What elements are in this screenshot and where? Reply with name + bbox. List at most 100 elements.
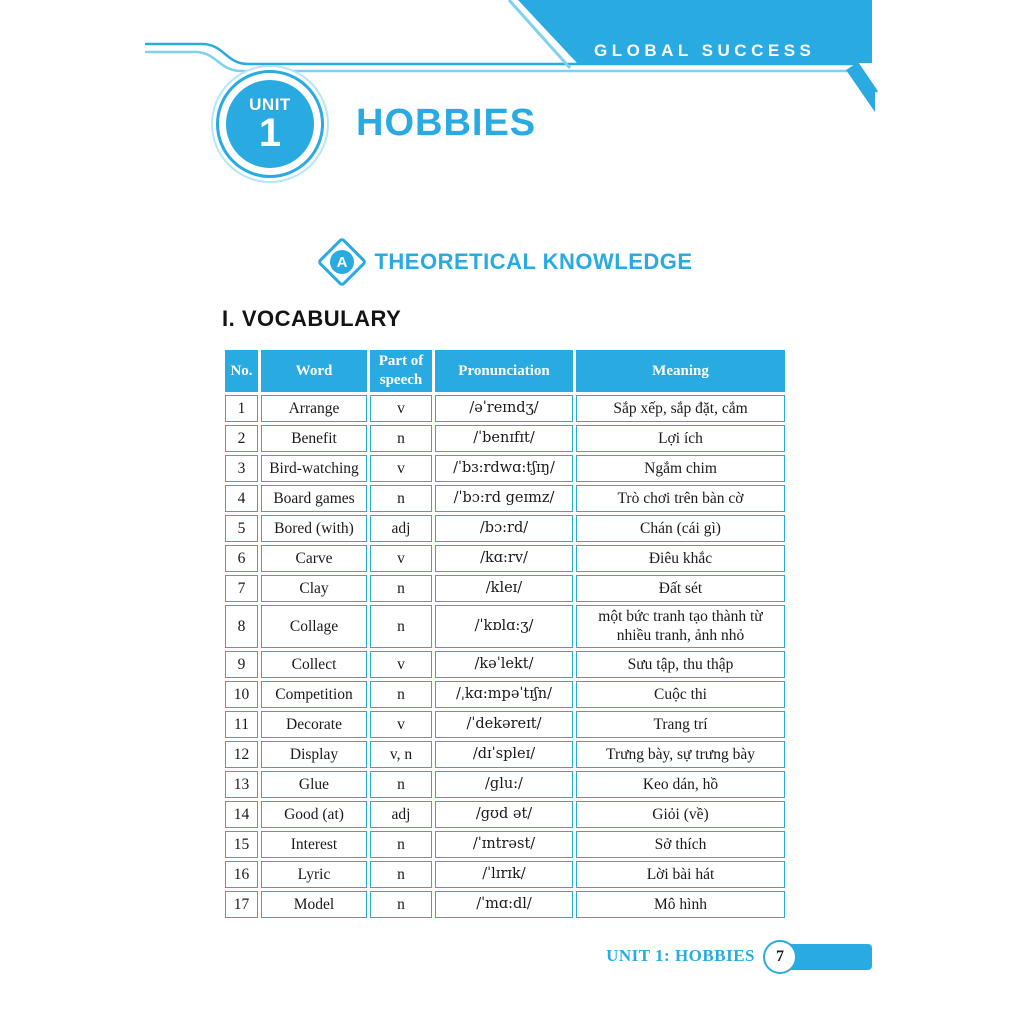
cell-meaning: Mô hình [576,890,785,918]
table-row: 11 Decorate v/ˈdekəreɪt/Trang trí [225,710,785,738]
cell-no: 6 [225,545,258,572]
cell-word: Arrange [261,395,367,422]
cell-meaning: Sắp xếp, sắp đặt, cắm [576,395,785,422]
table-row: 7 Clay n/kleɪ/Đất sét [225,575,785,602]
cell-meaning: Lợi ích [576,425,785,452]
cell-pron: /dɪˈspleɪ/ [435,740,573,768]
cell-pos: v [370,710,432,738]
cell-meaning: Cuộc thi [576,680,785,708]
page-title: HOBBIES [356,102,537,144]
cell-meaning: một bức tranh tạo thành từ nhiều tranh, … [576,605,785,648]
cell-pron: /gʊd ət/ [435,800,573,828]
diamond-a-icon: A [316,236,368,288]
table-row: 2 Benefit n/ˈbenɪfɪt/Lợi ích [225,425,785,452]
cell-pron: /kɑ:rv/ [435,545,573,572]
cell-no: 17 [225,890,258,918]
cell-pron: /ˈbenɪfɪt/ [435,425,573,452]
vocabulary-heading: I. VOCABULARY [222,306,402,331]
cell-meaning: Giỏi (về) [576,800,785,828]
cell-word: Lyric [261,860,367,888]
cell-word: Collect [261,650,367,678]
table-row: 4 Board games n/ˈbɔ:rd geɪmz/Trò chơi trên… [225,485,785,512]
cell-pron: /ˈbɔ:rd geɪmz/ [435,485,573,512]
section-badge-letter: A [330,250,355,274]
curve-line-light [145,50,874,103]
cell-pos: n [370,830,432,858]
section-header: A THEORETICAL KNOWLEDGE [0,236,1017,288]
vocabulary-table: No. Word Part of speech Pronunciation Meanin… [222,347,788,921]
unit-label: UNIT [249,95,291,114]
cell-pos: n [370,860,432,888]
cell-pron: /ˌkɑ:mpəˈtɪʃn/ [435,680,573,708]
cell-no: 11 [225,710,258,738]
cell-no: 8 [225,605,258,648]
cell-pos: n [370,890,432,918]
table-row: 14 Good (at) adj/gʊd ət/Giỏi (về) [225,800,785,828]
cell-pos: v, n [370,740,432,768]
banner-stripe-left [507,0,572,70]
cell-pos: n [370,485,432,512]
table-row: 16 Lyric n/ˈlɪrɪk/Lời bài hát [225,860,785,888]
table-row: 13 Glue n/glu:/Keo dán, hồ [225,770,785,798]
cell-no: 16 [225,860,258,888]
cell-pos: adj [370,515,432,542]
cell-word: Board games [261,485,367,512]
cell-word: Competition [261,680,367,708]
curve-line-dark [145,42,879,93]
footer-unit-label: UNIT 1: HOBBIES [606,946,755,965]
cell-pron: /glu:/ [435,770,573,798]
table-row: 6 Carve v/kɑ:rv/Điêu khắc [225,545,785,572]
cell-meaning: Trưng bày, sự trưng bày [576,740,785,768]
banner-tail [846,63,875,112]
cell-pron: /əˈreɪndʒ/ [435,395,573,422]
cell-no: 5 [225,515,258,542]
cell-meaning: Trang trí [576,710,785,738]
banner-block [518,0,872,63]
cell-word: Good (at) [261,800,367,828]
cell-pron: /ˈlɪrɪk/ [435,860,573,888]
cell-no: 10 [225,680,258,708]
cell-pos: n [370,605,432,648]
table-row: 12 Display v, n/dɪˈspleɪ/Trưng bày, sự trư… [225,740,785,768]
cell-pron: /kleɪ/ [435,575,573,602]
column-header-2: Part of speech [370,350,432,392]
cell-pron: /ˈdekəreɪt/ [435,710,573,738]
unit-number: 1 [258,111,282,155]
table-row: 1 Arrange v/əˈreɪndʒ/Sắp xếp, sắp đặt, cắm [225,395,785,422]
cell-meaning: Sưu tập, thu thập [576,650,785,678]
cell-pos: v [370,545,432,572]
cell-meaning: Ngắm chim [576,455,785,482]
cell-word: Carve [261,545,367,572]
cell-no: 14 [225,800,258,828]
cell-pos: v [370,395,432,422]
cell-pron: /bɔ:rd/ [435,515,573,542]
table-row: 17 Model n/ˈmɑ:dl/Mô hình [225,890,785,918]
cell-no: 7 [225,575,258,602]
table-row: 10 Competition n/ˌkɑ:mpəˈtɪʃn/Cuộc thi [225,680,785,708]
cell-pos: n [370,575,432,602]
cell-pron: /ˈbɜ:rdwɑ:tʃɪŋ/ [435,455,573,482]
cell-no: 12 [225,740,258,768]
table-row: 15 Interest n/ˈɪntrəst/Sở thích [225,830,785,858]
cell-word: Glue [261,770,367,798]
cell-word: Display [261,740,367,768]
cell-meaning: Sở thích [576,830,785,858]
column-header-1: Word [261,350,367,392]
cell-meaning: Trò chơi trên bàn cờ [576,485,785,512]
cell-meaning: Lời bài hát [576,860,785,888]
cell-meaning: Chán (cái gì) [576,515,785,542]
table-header-row: No. Word Part of speech Pronunciation Meanin… [225,350,785,392]
column-header-4: Meaning [576,350,785,392]
cell-pos: v [370,650,432,678]
column-header-3: Pronunciation [435,350,573,392]
cell-word: Bird-watching [261,455,367,482]
cell-word: Bored (with) [261,515,367,542]
unit-badge: UNIT 1 [216,70,324,178]
cell-pron: /ˈɪntrəst/ [435,830,573,858]
vocab-table-body: 1 Arrange v/əˈreɪndʒ/Sắp xếp, sắp đặt, cắm… [225,395,785,918]
cell-pos: n [370,770,432,798]
cell-pos: v [370,455,432,482]
table-row: 3 Bird-watching v/ˈbɜ:rdwɑ:tʃɪŋ/Ngắm chim [225,455,785,482]
cell-no: 15 [225,830,258,858]
cell-no: 2 [225,425,258,452]
